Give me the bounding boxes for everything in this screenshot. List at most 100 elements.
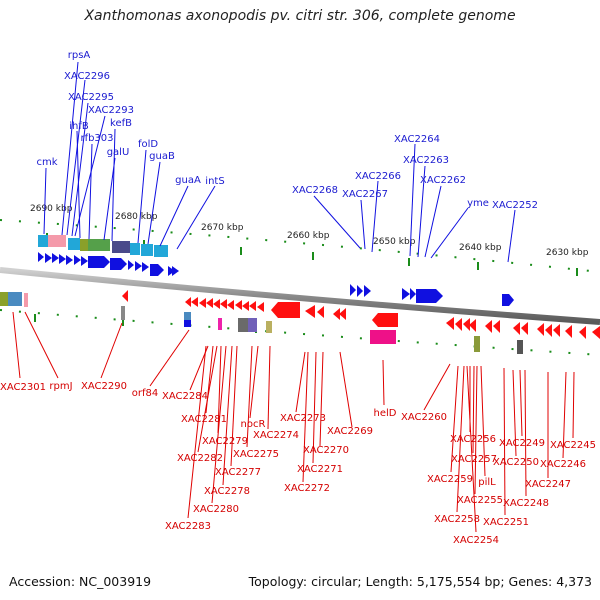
accession-label: Accession: NC_003919 bbox=[9, 574, 152, 589]
gene-label: XAC2280 bbox=[193, 504, 239, 515]
gene-arrow bbox=[579, 326, 586, 339]
gene-arrow bbox=[493, 320, 500, 333]
gene-label: rfb303 bbox=[80, 133, 113, 144]
ruler-tick: 2670 kbp bbox=[201, 223, 244, 233]
gene-arrow bbox=[110, 258, 127, 270]
gene-label: orf84 bbox=[132, 388, 158, 399]
gene-label: rpmJ bbox=[49, 381, 72, 392]
gene-label: XAC2245 bbox=[550, 440, 596, 451]
gene-arrow bbox=[74, 255, 81, 265]
gene-label: XAC2295 bbox=[68, 92, 114, 103]
gene-arrow bbox=[38, 252, 44, 262]
gene-arrow bbox=[305, 305, 315, 318]
ruler-tick: 2630 kbp bbox=[546, 248, 589, 258]
gene-label: XAC2283 bbox=[165, 521, 211, 532]
gene-arrow bbox=[271, 302, 300, 318]
gene-label: XAC2273 bbox=[280, 413, 326, 424]
gene-arrow bbox=[402, 288, 410, 300]
gene-label: cmk bbox=[36, 157, 57, 168]
ruler-tick: 2680 kbp bbox=[115, 212, 158, 222]
gene-arrow bbox=[122, 290, 128, 302]
gene-arrow bbox=[592, 326, 600, 339]
gene-label: XAC2275 bbox=[233, 449, 279, 460]
gene-arrow bbox=[81, 256, 88, 266]
gene-label: rpsA bbox=[68, 50, 91, 61]
gene-arrow bbox=[249, 301, 256, 311]
gene-label: kefB bbox=[110, 118, 132, 129]
gene-label: XAC2269 bbox=[327, 426, 373, 437]
ruler-tick: 2640 kbp bbox=[459, 243, 502, 253]
gene-arrow bbox=[545, 324, 552, 337]
gene-arrow bbox=[565, 325, 572, 338]
gene-arrow bbox=[88, 256, 110, 268]
gene-label: XAC2254 bbox=[453, 535, 499, 546]
ruler: 2690 kbp 2680 kbp 2670 kbp 2660 kbp 2650… bbox=[30, 204, 589, 258]
gene-arrow bbox=[242, 301, 249, 311]
gene-label: XAC2257 bbox=[451, 454, 497, 465]
gene-arrow bbox=[128, 260, 134, 270]
gene-arrow bbox=[257, 302, 264, 312]
gene-arrow bbox=[52, 253, 59, 263]
genome-title: Xanthomonas axonopodis pv. citri str. 30… bbox=[84, 8, 516, 24]
gene-label: XAC2268 bbox=[292, 185, 338, 196]
gene-arrow bbox=[469, 319, 476, 332]
reverse-strand-genes bbox=[122, 290, 600, 339]
genome-backbone bbox=[0, 267, 600, 325]
ruler-tick: 2660 kbp bbox=[287, 231, 330, 241]
gene-arrow bbox=[485, 320, 492, 333]
gene-arrow bbox=[463, 318, 470, 331]
gene-arrow bbox=[350, 284, 356, 296]
gene-label: XAC2282 bbox=[177, 453, 223, 464]
gene-label: XAC2251 bbox=[483, 517, 529, 528]
gene-label: XAC2301 bbox=[0, 382, 46, 393]
gene-arrow bbox=[206, 298, 213, 308]
gene-label: XAC2267 bbox=[342, 189, 388, 200]
gene-label: intS bbox=[205, 176, 224, 187]
gene-arrow bbox=[357, 285, 363, 297]
leader-lines-forward bbox=[43, 61, 516, 263]
gene-label: XAC2274 bbox=[253, 430, 299, 441]
gene-arrow bbox=[416, 289, 443, 303]
gene-label: XAC2284 bbox=[162, 391, 208, 402]
gene-arrow bbox=[235, 300, 242, 310]
gene-label: XAC2272 bbox=[284, 483, 330, 494]
gene-arrow bbox=[150, 264, 164, 276]
gene-label: XAC2248 bbox=[503, 498, 549, 509]
gene-label: XAC2290 bbox=[81, 381, 127, 392]
gene-arrow bbox=[59, 254, 66, 264]
gene-arrow bbox=[537, 323, 544, 336]
gene-arrow bbox=[227, 300, 234, 310]
gene-label: XAC2281 bbox=[181, 414, 227, 425]
gene-label: guaB bbox=[149, 151, 175, 162]
feature-boxes-reverse bbox=[0, 292, 523, 354]
ruler-tick: 2690 kbp bbox=[30, 204, 73, 214]
gene-label: XAC2266 bbox=[355, 171, 401, 182]
gene-label: XAC2263 bbox=[403, 155, 449, 166]
leader-lines-reverse bbox=[12, 311, 575, 533]
genome-summary: Topology: circular; Length: 5,175,554 bp… bbox=[248, 574, 592, 589]
gene-label: XAC2250 bbox=[493, 457, 539, 468]
gene-label: XAC2260 bbox=[401, 412, 447, 423]
gene-label: nocR bbox=[241, 419, 266, 430]
gene-label: helD bbox=[374, 408, 397, 419]
gene-arrow bbox=[446, 317, 454, 330]
gene-arrow bbox=[502, 294, 514, 306]
gene-label: XAC2296 bbox=[64, 71, 110, 82]
gene-arrow bbox=[45, 253, 52, 263]
gene-label: XAC2293 bbox=[88, 105, 134, 116]
gene-label: XAC2277 bbox=[215, 467, 261, 478]
forward-gene-labels: rpsA XAC2296 XAC2295 XAC2293 ihfB rfb303… bbox=[36, 50, 537, 211]
gene-arrow bbox=[220, 299, 227, 309]
gene-arrow bbox=[213, 299, 220, 309]
gene-label: XAC2259 bbox=[427, 474, 473, 485]
gene-arrow bbox=[66, 255, 73, 265]
gene-label: XAC2249 bbox=[499, 438, 545, 449]
gene-label: ihfB bbox=[69, 121, 89, 132]
gene-arrow bbox=[333, 308, 340, 320]
forward-strand-genes bbox=[38, 252, 514, 306]
ruler-tick: 2650 kbp bbox=[373, 237, 416, 247]
gene-label: yme bbox=[467, 198, 489, 209]
reverse-gene-labels: XAC2301 rpmJ XAC2290 orf84 XAC2284 XAC22… bbox=[0, 381, 596, 546]
